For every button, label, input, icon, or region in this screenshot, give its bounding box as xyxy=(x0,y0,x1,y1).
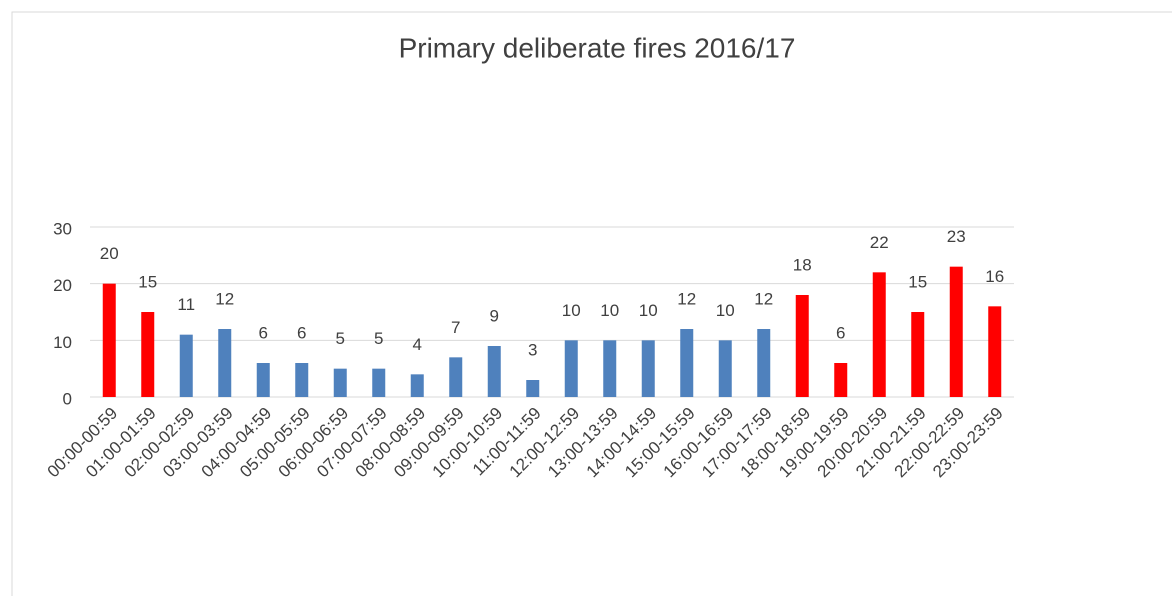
bar xyxy=(680,329,694,397)
data-label: 10 xyxy=(639,301,658,320)
bar xyxy=(564,340,578,397)
data-label: 9 xyxy=(490,306,499,325)
data-label: 22 xyxy=(870,233,889,252)
y-tick-label: 0 xyxy=(63,389,72,408)
data-label: 5 xyxy=(374,329,383,348)
bar xyxy=(487,346,501,397)
data-label: 18 xyxy=(793,255,812,274)
data-label: 7 xyxy=(451,318,460,337)
data-label: 11 xyxy=(177,295,195,314)
bar xyxy=(757,329,771,397)
bar xyxy=(102,283,116,397)
data-label: 10 xyxy=(562,301,581,320)
bar xyxy=(449,357,463,397)
data-label: 23 xyxy=(947,227,966,246)
data-label: 6 xyxy=(259,323,268,342)
chart-title: Primary deliberate fires 2016/17 xyxy=(399,32,796,63)
data-label: 12 xyxy=(215,289,234,308)
bar xyxy=(218,329,232,397)
bar xyxy=(256,363,270,397)
bar xyxy=(372,368,386,397)
bar xyxy=(834,363,848,397)
bar xyxy=(872,272,886,397)
data-label: 16 xyxy=(985,267,1004,286)
data-label: 10 xyxy=(716,301,735,320)
chart-frame xyxy=(11,11,1172,596)
bar xyxy=(295,363,309,397)
y-tick-label: 20 xyxy=(53,276,72,295)
data-label: 10 xyxy=(600,301,619,320)
bar xyxy=(603,340,617,397)
bar xyxy=(795,295,809,397)
data-label: 6 xyxy=(297,323,306,342)
bar xyxy=(949,266,963,397)
y-tick-label: 30 xyxy=(53,219,72,238)
bar xyxy=(988,306,1002,397)
bar xyxy=(526,380,540,397)
data-label: 3 xyxy=(528,340,537,359)
data-label: 15 xyxy=(908,272,927,291)
data-label: 20 xyxy=(100,244,119,263)
bar xyxy=(179,334,193,397)
y-tick-label: 10 xyxy=(53,333,72,352)
data-label: 15 xyxy=(138,272,157,291)
bar xyxy=(333,368,347,397)
bar xyxy=(410,374,424,397)
bar xyxy=(141,312,155,397)
data-label: 12 xyxy=(677,289,696,308)
data-label: 4 xyxy=(413,335,422,354)
bar xyxy=(641,340,655,397)
bar xyxy=(911,312,925,397)
data-label: 6 xyxy=(836,323,845,342)
data-label: 5 xyxy=(336,329,345,348)
bar xyxy=(718,340,732,397)
data-label: 12 xyxy=(754,289,773,308)
